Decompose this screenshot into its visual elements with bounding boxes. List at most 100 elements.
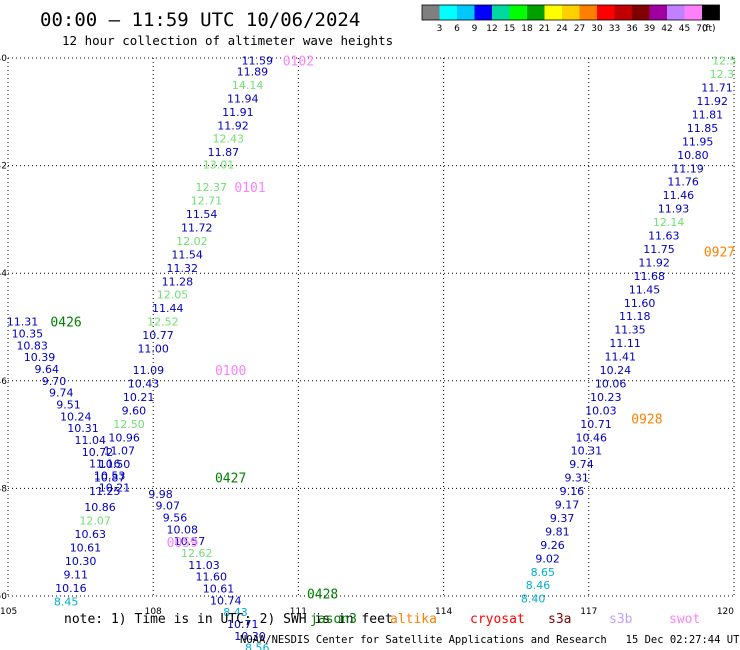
color-scale-label: 12 — [486, 24, 497, 34]
swh-value-label: 11.71 — [701, 82, 733, 95]
pass-time-label: 0059 — [167, 536, 198, 551]
color-scale-swatch — [562, 5, 580, 20]
swh-value-label: 11.19 — [672, 162, 704, 175]
pass-time-label: 0100 — [215, 364, 246, 379]
footer-note: note: 1) Time is in UTC; 2) SWH is in fe… — [64, 612, 393, 627]
swh-value-label: 12.43 — [212, 133, 244, 146]
swh-value-label: 8.45 — [54, 595, 79, 608]
swh-value-label: 12.14 — [653, 216, 685, 229]
y-tick-label: 40 — [0, 54, 7, 64]
color-scale-swatch — [667, 5, 685, 20]
swh-value-label: 14.14 — [232, 79, 264, 92]
satellite-legend-s3a: s3a — [548, 612, 572, 627]
x-tick-label: 117 — [580, 607, 597, 617]
swh-value-label: 12.07 — [79, 515, 111, 528]
swh-value-label: 10.24 — [600, 364, 632, 377]
swh-value-label: 11.87 — [208, 146, 240, 159]
swh-value-label: 8.56 — [245, 642, 270, 650]
y-tick-label: 50 — [0, 592, 7, 602]
pass-time-label: 0426 — [50, 316, 81, 331]
chart-subtitle: 12 hour collection of altimeter wave hei… — [62, 33, 393, 48]
swh-value-label: 11.35 — [614, 324, 646, 337]
color-scale-swatch — [527, 5, 545, 20]
color-scale-swatch — [614, 5, 632, 20]
y-tick-label: 48 — [0, 484, 7, 494]
swh-value-label: 9.70 — [42, 375, 67, 388]
swh-value-label: 10.57 — [174, 535, 206, 548]
swh-value-label: 9.17 — [555, 499, 580, 512]
swh-value-label: 11.92 — [696, 95, 728, 108]
swh-value-label: 9.81 — [545, 525, 570, 538]
swh-value-label: 10.03 — [585, 404, 617, 417]
color-scale-label: 36 — [626, 24, 638, 34]
swh-value-label: 10.30 — [65, 555, 97, 568]
color-scale-swatch — [439, 5, 457, 20]
swh-value-label: 9.31 — [564, 472, 589, 485]
swh-value-label: 11.16 — [89, 458, 121, 471]
swh-value-label: 11.72 — [181, 221, 213, 234]
swh-value-label: 10.71 — [227, 618, 259, 631]
pass-time-label: 0427 — [215, 472, 246, 487]
swh-value-label: 10.83 — [16, 339, 48, 352]
y-tick-label: 46 — [0, 377, 7, 387]
x-tick-label: 108 — [145, 607, 162, 617]
swh-value-label: 11.00 — [137, 343, 169, 356]
swh-value-label: 11.68 — [634, 270, 666, 283]
swh-value-label: 9.51 — [56, 398, 81, 411]
chart-title: 00:00 – 11:59 UTC 10/06/2024 — [40, 9, 360, 31]
swh-value-label: 9.60 — [122, 404, 147, 417]
swh-value-label: 9.64 — [34, 363, 59, 376]
pass-time-label: 0927 — [704, 246, 735, 261]
swh-value-label: 9.37 — [550, 512, 575, 525]
pass-time-label: 0101 — [234, 181, 265, 196]
swh-value-label: 11.85 — [687, 122, 719, 135]
swh-value-label: 10.35 — [12, 327, 44, 340]
swh-value-label: 9.26 — [540, 539, 565, 552]
swh-value-label: 11.46 — [663, 189, 695, 202]
color-scale-label: 6 — [454, 24, 460, 34]
swh-value-label: 10.21 — [99, 481, 131, 494]
swh-value-label: 11.60 — [624, 297, 656, 310]
swh-value-label: 11.11 — [609, 337, 641, 350]
swh-value-label: 12.62 — [181, 547, 213, 560]
swh-value-label: 10.61 — [203, 582, 235, 595]
swh-value-label: 8.40 — [521, 593, 546, 606]
swh-value-label: 10.77 — [142, 329, 174, 342]
swh-value-label: 10.23 — [590, 391, 622, 404]
swh-value-label: 10.86 — [84, 501, 116, 514]
swh-value-label: 11.60 — [196, 571, 228, 584]
swh-value-label: 12.05 — [157, 289, 189, 302]
swh-value-label: 10.71 — [580, 418, 612, 431]
color-scale-label: 45 — [679, 24, 690, 34]
swh-value-label: 10.50 — [99, 458, 131, 471]
color-scale-swatch — [492, 5, 510, 20]
swh-value-label: 10.74 — [210, 594, 242, 607]
swh-value-label: 11.45 — [629, 283, 661, 296]
color-scale-swatch — [649, 5, 667, 20]
color-scale-swatch — [632, 5, 650, 20]
x-tick-label: 114 — [435, 607, 452, 617]
color-scale-label: 15 — [504, 24, 515, 34]
swh-value-label: 12.02 — [176, 235, 208, 248]
color-scale-label: 30 — [591, 24, 603, 34]
swh-value-label: 11.93 — [658, 203, 690, 216]
x-tick-label: 111 — [290, 607, 307, 617]
swh-value-label: 10.72 — [82, 446, 114, 459]
swh-value-label: 11.09 — [133, 364, 165, 377]
swh-value-label: 11.32 — [166, 262, 198, 275]
swh-value-label: 11.76 — [667, 176, 699, 189]
swh-value-label: 10.53 — [94, 469, 126, 482]
satellite-legend-cryosat: cryosat — [470, 612, 525, 627]
color-scale-label: 70 — [696, 24, 708, 34]
color-scale-swatch — [544, 5, 562, 20]
y-tick-label: 44 — [0, 269, 7, 279]
color-scale-label: 42 — [661, 24, 672, 34]
swh-value-label: 10.31 — [571, 445, 603, 458]
color-scale-swatch — [474, 5, 492, 20]
swh-value-label: 9.74 — [49, 387, 74, 400]
color-scale-label: 24 — [556, 24, 568, 34]
swh-value-label: 11.75 — [643, 243, 675, 256]
satellite-legend-swot: swot — [669, 612, 701, 627]
swh-value-label: 10.80 — [677, 149, 709, 162]
pass-time-labels: 0102 0101 0100 0059 0426 0427 0428 0927 0928 — [50, 55, 735, 603]
